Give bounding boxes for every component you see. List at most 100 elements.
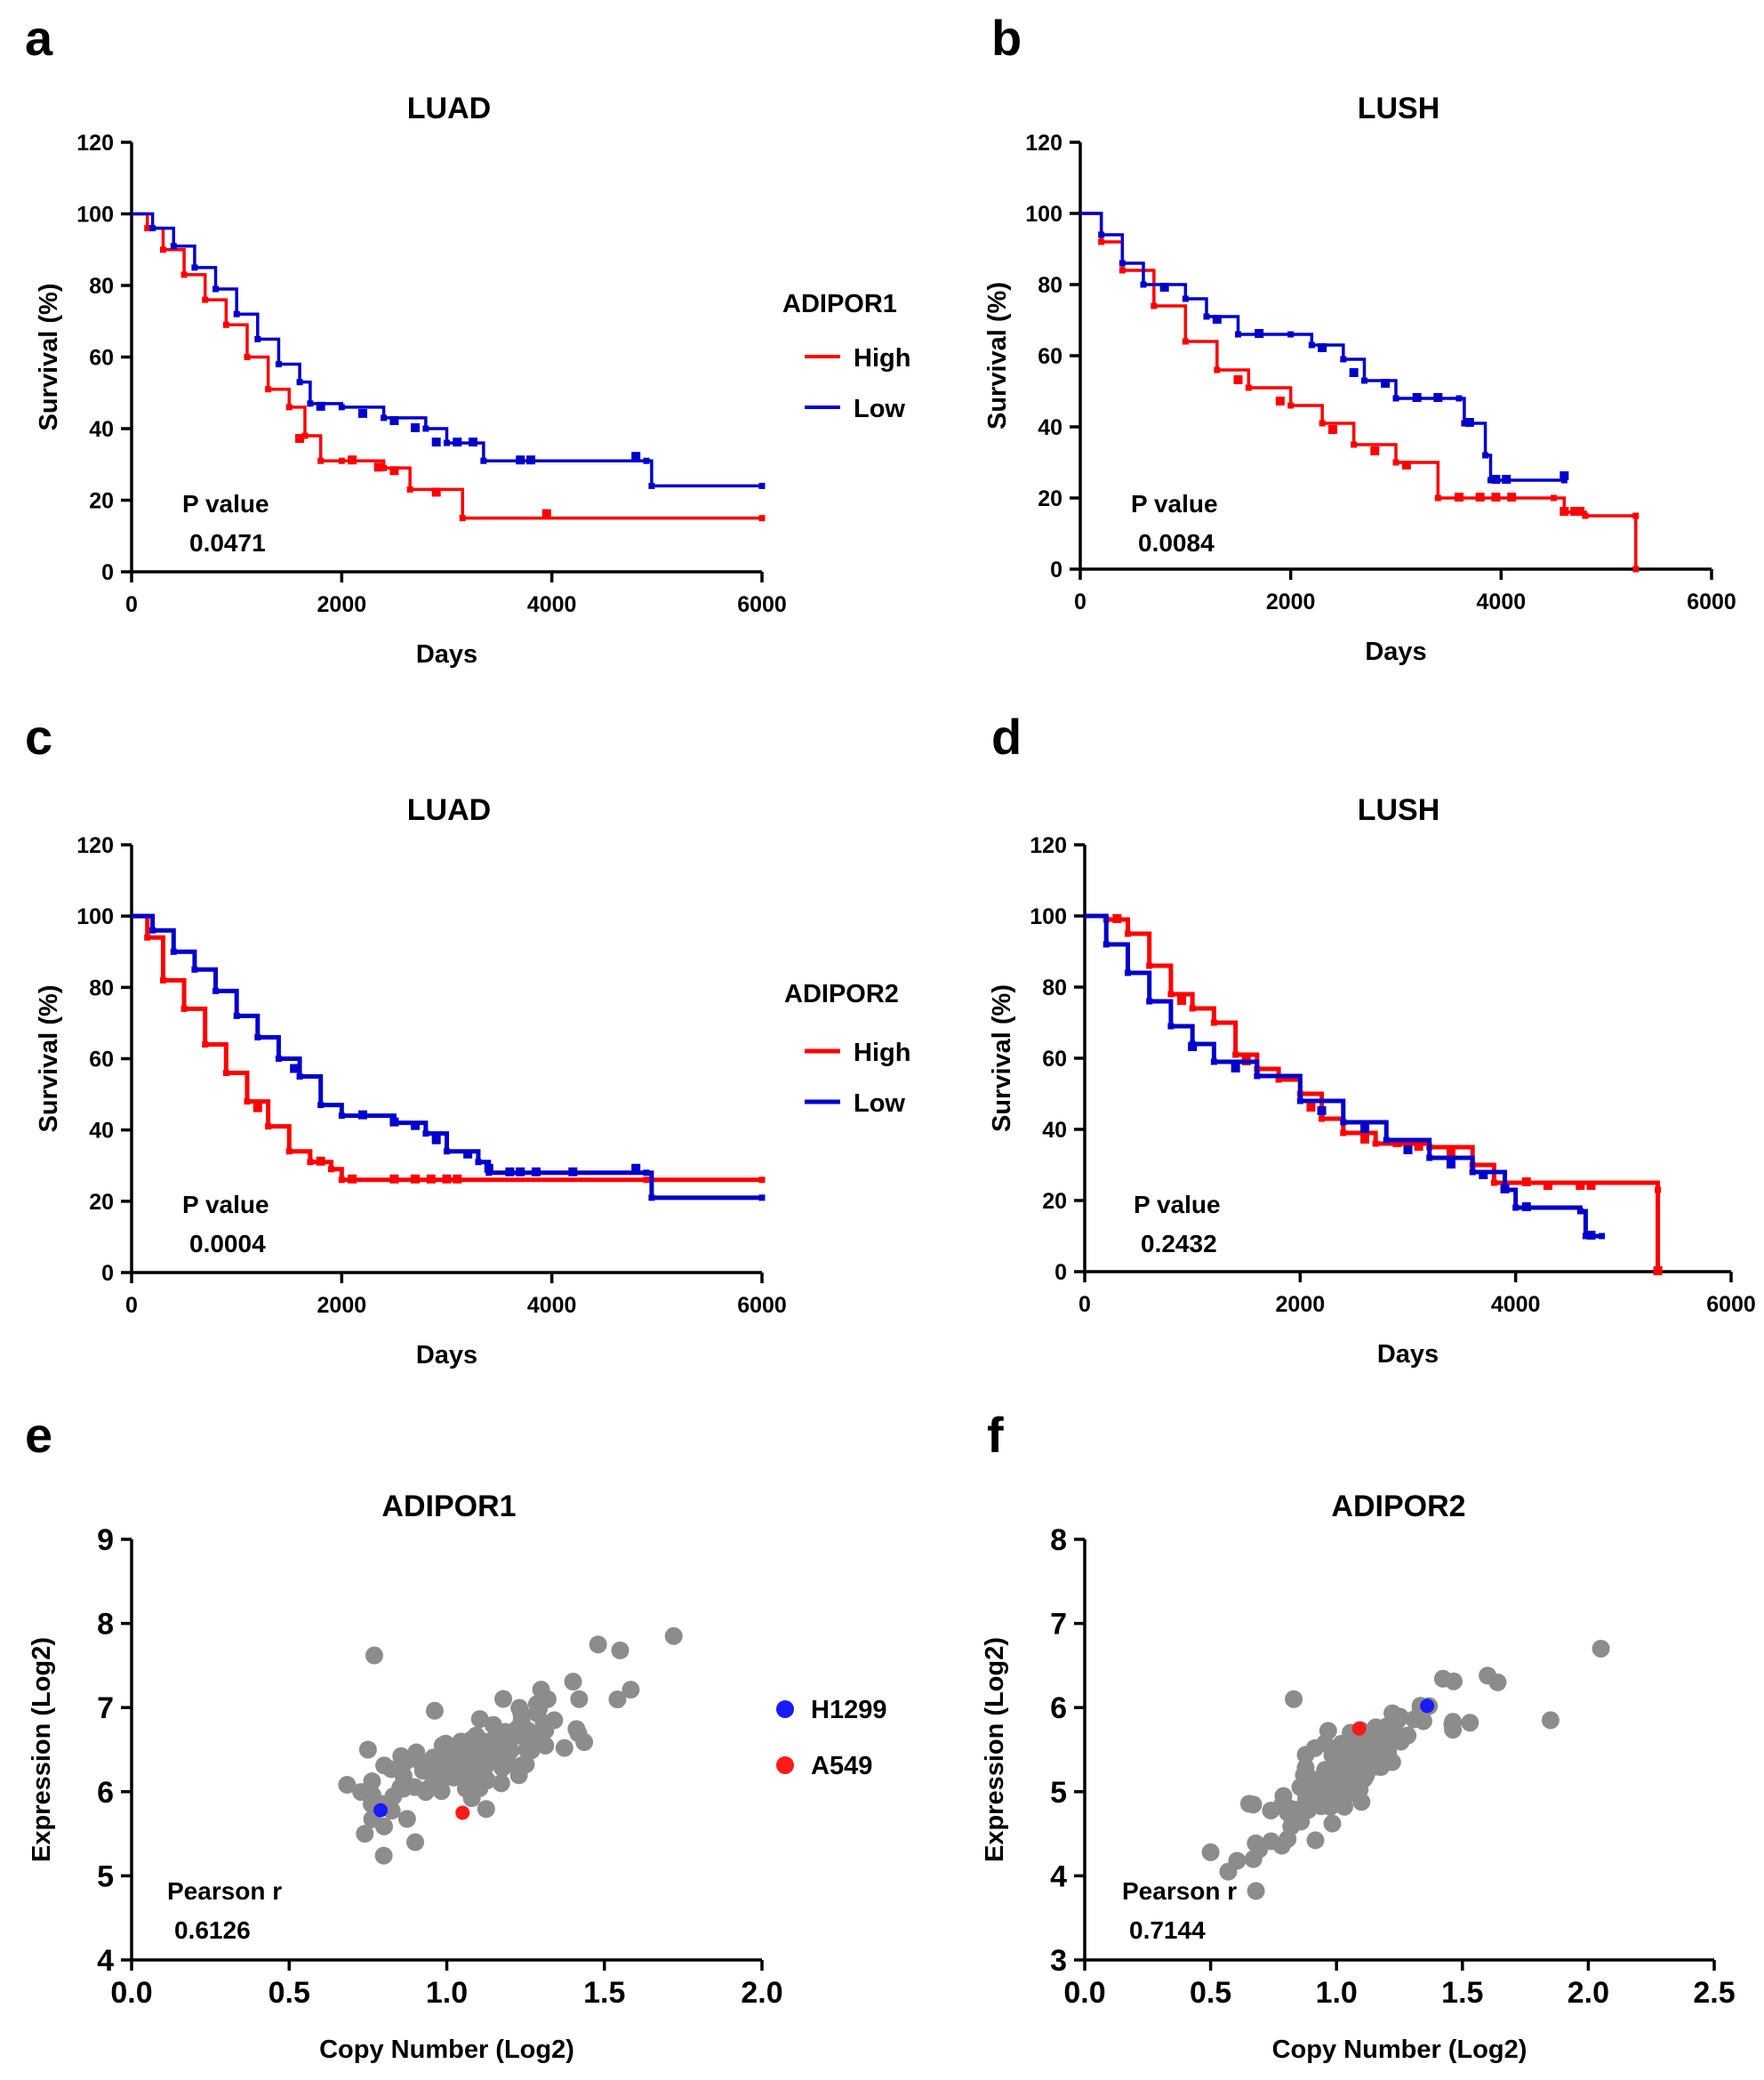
x-tick-label: 2000	[317, 1293, 367, 1318]
scatter-point	[470, 1779, 489, 1797]
censor-mark	[1446, 1149, 1455, 1158]
chart-title: ADIPOR1	[381, 1490, 516, 1523]
x-tick-label: 4000	[1477, 590, 1527, 614]
legend-title: ADIPOR2	[784, 980, 899, 1008]
chart-title: LUAD	[407, 92, 491, 125]
censor-mark	[1392, 1138, 1402, 1147]
x-tick-label: 1.0	[1316, 1976, 1358, 2010]
scatter-point	[512, 1705, 531, 1723]
scatter-point	[338, 1776, 357, 1795]
scatter-point	[1383, 1753, 1401, 1771]
km-step-mark	[1319, 1115, 1326, 1122]
y-tick-label: 7	[97, 1691, 114, 1725]
panel-b: b LUSH 0 2000 4000 6000 0 20 40 60 80 100 120 Days Sur…	[983, 10, 1736, 666]
scatter-point	[492, 1774, 510, 1793]
km-step-mark	[149, 927, 156, 934]
highlight-point-h1299	[1420, 1699, 1435, 1714]
scatter-point	[1303, 1770, 1321, 1788]
scatter-point	[421, 1754, 439, 1772]
km-step-mark	[381, 464, 388, 471]
km-step-mark	[1203, 313, 1210, 320]
censor-mark	[1370, 446, 1380, 455]
legend-cell-lines: H1299 A549	[776, 1696, 886, 1780]
km-line-high	[1085, 913, 1661, 1272]
km-step-mark	[1469, 1168, 1476, 1176]
x-tick-label: 2.5	[1693, 1976, 1735, 2010]
km-step-mark	[1340, 1129, 1347, 1136]
censor-mark	[1403, 1145, 1413, 1154]
km-step-mark	[202, 296, 209, 303]
censor-mark	[1491, 475, 1501, 484]
y-tick-label: 80	[1038, 273, 1062, 298]
x-tick-label: 2000	[317, 592, 367, 617]
km-step-mark	[1214, 366, 1221, 373]
km-step-mark	[338, 1177, 345, 1184]
scatter-point	[456, 1779, 475, 1798]
censor-mark	[453, 438, 462, 447]
scatter-point	[477, 1800, 495, 1819]
stat-label: P value	[1131, 490, 1218, 518]
scatter-point	[420, 1779, 438, 1797]
km-step-mark	[144, 225, 151, 232]
y-tick-label: 120	[76, 833, 114, 858]
km-step-mark	[1210, 1019, 1217, 1026]
censor-mark	[1231, 1064, 1240, 1072]
stat-value: 0.0084	[1138, 529, 1215, 557]
stat-value: 0.6126	[174, 1916, 251, 1944]
y-tick-label: 80	[89, 976, 114, 1000]
km-line-high	[132, 212, 762, 520]
y-axis-label: Survival (%)	[35, 284, 63, 431]
censor-mark	[516, 455, 525, 465]
censor-mark	[348, 455, 357, 465]
y-tick-label: 5	[1050, 1776, 1067, 1810]
scatter-point	[611, 1641, 629, 1659]
km-step-mark	[758, 1177, 766, 1184]
censor-mark	[1177, 996, 1187, 1005]
censor-mark	[1414, 1142, 1423, 1151]
km-step-mark	[301, 432, 309, 439]
legend-label-high: High	[854, 344, 910, 373]
censor-mark	[1521, 1202, 1531, 1211]
censor-mark	[1479, 1170, 1488, 1179]
km-step-mark	[444, 1148, 450, 1155]
km-step-mark	[422, 1130, 429, 1137]
censor-mark	[1381, 379, 1391, 388]
scatter-point	[425, 1701, 444, 1720]
scatter-point	[496, 1723, 515, 1741]
y-tick-label: 6	[97, 1776, 114, 1810]
y-tick-label: 8	[97, 1608, 114, 1642]
censor-mark	[1502, 475, 1511, 484]
y-tick-label: 3	[1050, 1944, 1067, 1978]
km-step-mark	[144, 934, 151, 941]
km-step-mark	[1182, 295, 1189, 302]
scatter-point	[356, 1825, 374, 1843]
y-tick-label: 6	[1050, 1691, 1067, 1725]
km-step-mark	[1124, 969, 1131, 976]
censor-mark	[1560, 507, 1569, 516]
km-step-mark	[338, 1112, 345, 1120]
y-axis-label: Survival (%)	[988, 984, 1016, 1132]
x-tick-label: 6000	[1706, 1292, 1756, 1317]
censor-mark	[631, 1163, 641, 1173]
censor-mark	[1475, 493, 1485, 502]
scatter-point	[1592, 1639, 1610, 1658]
scatter-point	[1319, 1722, 1337, 1740]
y-tick-label: 0	[1054, 1260, 1067, 1285]
scatter-point	[1391, 1732, 1410, 1751]
censor-mark	[357, 1110, 367, 1120]
panel-letter: a	[25, 10, 53, 66]
x-tick-label: 2.0	[1568, 1976, 1609, 2010]
scatter-point	[1327, 1762, 1346, 1780]
panel-d: d LUSH 0 2000 4000 6000 0 20 40 60 80 100 120 Days Sur…	[988, 709, 1756, 1369]
scatter-point	[374, 1817, 393, 1835]
scatter-point	[470, 1710, 489, 1729]
km-step-mark	[1582, 1233, 1589, 1240]
censor-mark	[431, 438, 441, 447]
censor-mark	[1255, 329, 1264, 338]
legend-label-h1299: H1299	[811, 1696, 886, 1724]
scatter-point	[575, 1733, 594, 1752]
scatter-point	[555, 1739, 573, 1757]
km-step-mark	[643, 1177, 650, 1184]
censor-mark	[290, 1064, 300, 1073]
censor-mark	[295, 434, 305, 444]
